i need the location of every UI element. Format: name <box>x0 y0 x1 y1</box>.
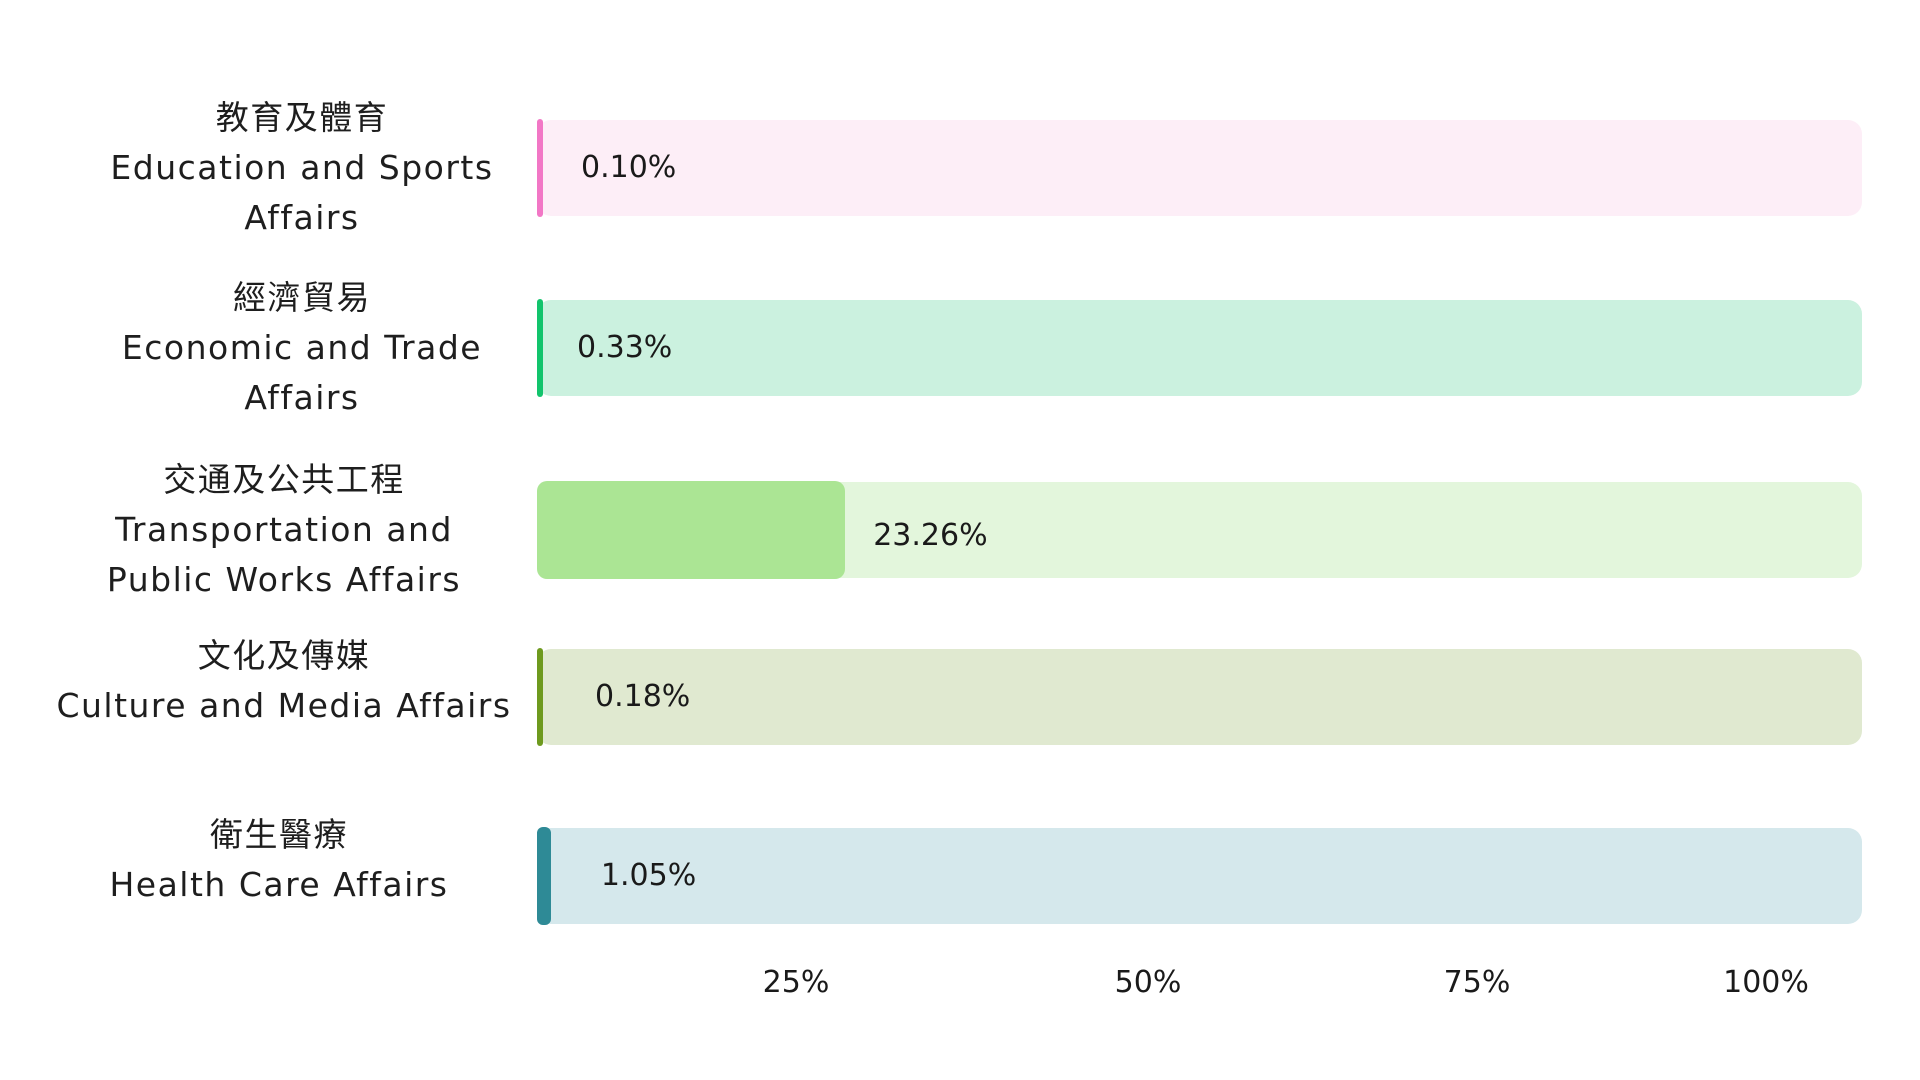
bar-value-label: 0.10% <box>581 150 677 185</box>
category-label: 教育及體育 Education and Sports Affairs <box>92 93 512 243</box>
bar-track <box>537 120 1862 216</box>
category-label-en: Health Care Affairs <box>109 865 449 904</box>
bar-fill <box>537 481 846 579</box>
x-tick-label: 100% <box>1723 965 1809 1000</box>
bar-fill <box>537 827 551 925</box>
category-label: 文化及傳媒 Culture and Media Affairs <box>49 631 519 731</box>
bar-track <box>537 649 1862 745</box>
bar-value-label: 1.05% <box>600 858 697 893</box>
bar-fill <box>537 299 543 397</box>
bar-fill <box>537 119 543 217</box>
category-label-zh: 交通及公共工程 <box>163 460 405 499</box>
x-tick-label: 75% <box>1443 965 1511 1000</box>
category-label-en: Transportation and Public Works Affairs <box>106 510 462 599</box>
category-label-zh: 文化及傳媒 <box>197 636 371 675</box>
category-label-zh: 經濟貿易 <box>233 278 371 317</box>
category-label: 交通及公共工程 Transportation and Public Works A… <box>74 455 494 605</box>
x-tick-label: 25% <box>762 965 830 1000</box>
category-label: 經濟貿易 Economic and Trade Affairs <box>92 273 512 423</box>
bar-track <box>537 828 1862 924</box>
bar-track <box>537 300 1862 396</box>
category-label-en: Education and Sports Affairs <box>110 148 494 237</box>
category-label-en: Culture and Media Affairs <box>56 686 512 725</box>
bar-value-label: 0.33% <box>577 330 673 365</box>
category-label: 衛生醫療 Health Care Affairs <box>69 810 489 910</box>
category-label-zh: 衛生醫療 <box>210 815 348 854</box>
category-label-en: Economic and Trade Affairs <box>121 328 483 417</box>
bar-value-label: 0.18% <box>595 679 691 714</box>
bar-fill <box>537 648 543 746</box>
category-label-zh: 教育及體育 <box>215 98 389 137</box>
bar-value-label: 23.26% <box>873 518 988 553</box>
x-tick-label: 50% <box>1114 965 1182 1000</box>
